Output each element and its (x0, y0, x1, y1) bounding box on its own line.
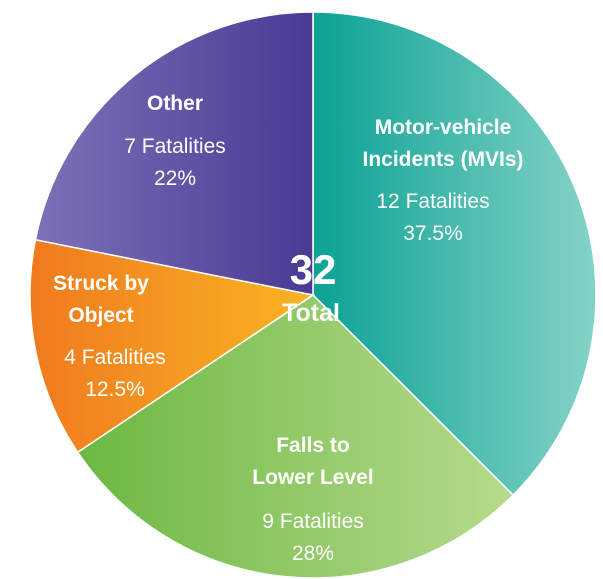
slice-name: Motor-vehicle Incidents (MVIs) (362, 116, 524, 171)
percent-label: 12.5% (85, 378, 145, 401)
percent-label: 28% (291, 542, 335, 565)
slice (29, 238, 315, 454)
total-value: 32 (289, 246, 337, 293)
total-label: Total (282, 299, 340, 327)
slice-name: Other (146, 92, 203, 115)
slice (76, 294, 515, 579)
slice (34, 11, 314, 296)
percent-label: 37.5% (403, 222, 463, 245)
value-label: 9 Fatalities (262, 510, 364, 533)
value-label: 4 Fatalities (64, 346, 166, 369)
slice-name: Falls to Lower Level (252, 434, 374, 489)
value-label: 7 Fatalities (124, 135, 226, 158)
percent-label: 22% (153, 167, 197, 190)
value-label: 12 Fatalities (376, 190, 490, 213)
slice-name: Struck by Object (53, 272, 149, 327)
slice (312, 11, 597, 497)
